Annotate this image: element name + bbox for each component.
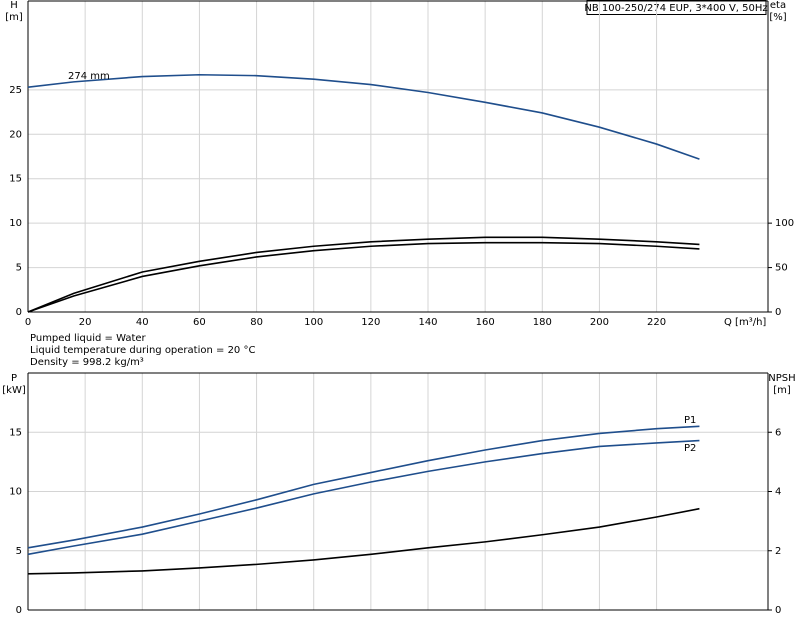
y2-tick-label: 0 <box>775 307 781 318</box>
x-tick-label: 140 <box>418 317 437 328</box>
y-tick-label: 0 <box>16 605 22 616</box>
x-label: Q [m³/h] <box>724 317 766 328</box>
y-tick-label: 25 <box>9 85 22 96</box>
y-unit: [m] <box>5 12 23 23</box>
y2-label: eta <box>770 0 786 11</box>
x-tick-label: 0 <box>25 317 31 328</box>
curve <box>27 439 700 556</box>
note: Density = 998.2 kg/m³ <box>30 357 144 368</box>
curve-label: P1 <box>684 415 696 426</box>
x-tick-label: 120 <box>361 317 380 328</box>
y2-tick-label: 100 <box>775 218 794 229</box>
x-tick-label: 160 <box>476 317 495 328</box>
x-tick-label: 40 <box>136 317 149 328</box>
y2-unit: [m] <box>773 385 791 396</box>
y2-tick-label: 6 <box>775 427 781 438</box>
curve <box>27 73 700 160</box>
y2-tick-label: 0 <box>775 605 781 616</box>
y-tick-label: 5 <box>16 263 22 274</box>
y-tick-label: 5 <box>16 546 22 557</box>
y2-tick-label: 2 <box>775 546 781 557</box>
x-tick-label: 220 <box>647 317 666 328</box>
y2-tick-label: 4 <box>775 487 781 498</box>
curve <box>27 507 700 575</box>
x-tick-label: 200 <box>590 317 609 328</box>
x-tick-label: 20 <box>79 317 92 328</box>
x-tick-label: 60 <box>193 317 206 328</box>
y-tick-label: 15 <box>9 427 22 438</box>
curve <box>27 425 700 549</box>
note: Pumped liquid = Water <box>30 333 147 344</box>
x-tick-label: 100 <box>304 317 323 328</box>
curve <box>27 241 700 313</box>
y-label: P <box>11 373 17 384</box>
chart-title: NB 100-250/274 EUP, 3*400 V, 50Hz <box>584 3 767 14</box>
y2-unit: [%] <box>769 12 786 23</box>
y-tick-label: 0 <box>16 307 22 318</box>
y-tick-label: 20 <box>9 129 22 140</box>
y-tick-label: 10 <box>9 487 22 498</box>
curve <box>27 236 700 313</box>
y2-label: NPSH <box>768 373 795 384</box>
y-unit: [kW] <box>2 385 26 396</box>
curve-label: P2 <box>684 443 696 454</box>
y-tick-label: 10 <box>9 218 22 229</box>
note: Liquid temperature during operation = 20… <box>30 345 255 356</box>
curve-label: 274 mm <box>68 71 110 82</box>
y2-tick-label: 50 <box>775 263 788 274</box>
x-tick-label: 180 <box>533 317 552 328</box>
y-label: H <box>10 0 18 11</box>
x-tick-label: 80 <box>250 317 263 328</box>
y-tick-label: 15 <box>9 174 22 185</box>
